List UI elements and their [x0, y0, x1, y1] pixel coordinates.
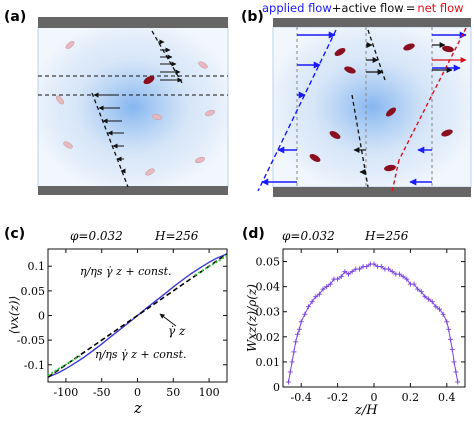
- panel-c-ticks: -100 -50 0 50 100 -0.1 -0.05 0 0.05 0.1: [17, 249, 227, 399]
- panel-d-ylabel: Wxz(z)/ρ(z): [245, 284, 259, 352]
- legend-active: active flow: [341, 1, 403, 15]
- legend-plus: +: [332, 1, 342, 15]
- panel-a-active-particle: [143, 75, 155, 85]
- panel-c-annotation-pointer: [159, 313, 177, 327]
- panel-d-frame: [282, 248, 466, 388]
- panel-d-series: [285, 261, 461, 385]
- panel-c-annotation-arrow: γ̇ z: [168, 324, 186, 338]
- panel-d-header-phi: φ=0.032: [282, 229, 335, 243]
- panel-c-ytick-label: 0.05: [21, 285, 46, 298]
- panel-c-xtick-label: 50: [166, 386, 180, 399]
- panel-b: (b) applied flow+active flow = net flow: [241, 1, 472, 197]
- legend-applied: applied flow: [262, 1, 332, 15]
- panel-b-active-arrows: [353, 42, 453, 175]
- panel-d-xlabel: z/H: [354, 403, 378, 418]
- panel-d-xtick-label: -0.4: [291, 391, 312, 404]
- legend-equals: =: [406, 1, 416, 15]
- legend-net: net flow: [417, 1, 463, 15]
- panel-d-ytick-label: 0.04: [256, 281, 281, 294]
- panel-d-ytick-label: 0.05: [256, 256, 281, 269]
- panel-a-fluid: [38, 27, 228, 187]
- panel-c-ytick-label: 0: [38, 310, 45, 323]
- panel-b-top-wall: [273, 18, 471, 27]
- panel-a-top-wall: [38, 17, 228, 28]
- panel-d-ytick-label: 0.03: [256, 306, 281, 319]
- panel-d-xtick-label: 0: [371, 391, 378, 404]
- panel-d-series-line: [288, 263, 459, 383]
- panel-a-profile-lower: [91, 92, 129, 188]
- panel-b-bottom-wall: [273, 187, 471, 197]
- panel-c-xtick-label: 0: [134, 386, 141, 399]
- panel-c-label: (c): [4, 226, 25, 242]
- panel-c-series-line: [47, 253, 228, 378]
- panel-a-bottom-wall: [38, 186, 228, 195]
- panel-b-applied-arrows: [261, 31, 467, 186]
- panel-b-net-profile: [391, 159, 400, 193]
- panel-c-xlabel: z: [133, 399, 142, 417]
- panel-c-xtick-label: -50: [93, 386, 111, 399]
- panel-c-ytick-label: 0.1: [28, 260, 46, 273]
- panel-d: (d) φ=0.032 H=256 -0.4 -0.2 0 0.2 0.4 0 0.01 0.…: [242, 226, 466, 418]
- panel-c-ylabel: ⟨vx(z)⟩: [7, 296, 21, 335]
- panel-c-ytick-label: -0.1: [24, 359, 45, 372]
- panel-d-label: (d): [242, 226, 265, 242]
- panel-c-header-H: H=256: [154, 229, 199, 243]
- panel-c-series-line: [194, 254, 228, 276]
- panel-d-ticks: -0.4 -0.2 0 0.2 0.4 0 0.01 0.02 0.03 0.04 0.05: [256, 249, 465, 404]
- panel-d-ytick-label: 0.02: [256, 331, 281, 344]
- panel-c-annotation-lower: η/ηs γ̇ z + const.: [95, 348, 187, 361]
- panel-c: (c) φ=0.032 H=256 -100 -50 0 50 100 -0.1 -0.05…: [4, 226, 228, 417]
- panel-b-particles: [309, 43, 454, 172]
- panel-a: (a): [4, 9, 229, 195]
- panel-c-xtick-label: 100: [199, 386, 220, 399]
- panel-d-ytick-label: 0.01: [256, 356, 281, 369]
- panel-b-applied-profile: [257, 29, 337, 192]
- panel-c-series: [47, 253, 228, 378]
- panel-d-ytick-label: 0: [273, 381, 280, 394]
- panel-d-xtick-label: 0.2: [402, 391, 420, 404]
- panel-b-label: (b): [241, 9, 264, 25]
- panel-d-xtick-label: -0.2: [327, 391, 348, 404]
- panel-a-label: (a): [4, 9, 26, 25]
- panel-d-header-H: H=256: [364, 229, 409, 243]
- panel-b-net-profile: [398, 27, 467, 161]
- panel-c-annotation-upper: η/ηs γ̇ z + const.: [80, 265, 172, 278]
- panel-c-ytick-label: -0.05: [17, 334, 45, 347]
- panel-a-particles: [56, 41, 215, 176]
- panel-c-header-phi: φ=0.032: [70, 229, 123, 243]
- panel-b-legend: applied flow+active flow = net flow: [262, 1, 464, 15]
- panel-b-fluid: [273, 27, 471, 187]
- panel-d-xtick-label: 0.4: [438, 391, 456, 404]
- panel-c-xtick-label: -100: [54, 386, 79, 399]
